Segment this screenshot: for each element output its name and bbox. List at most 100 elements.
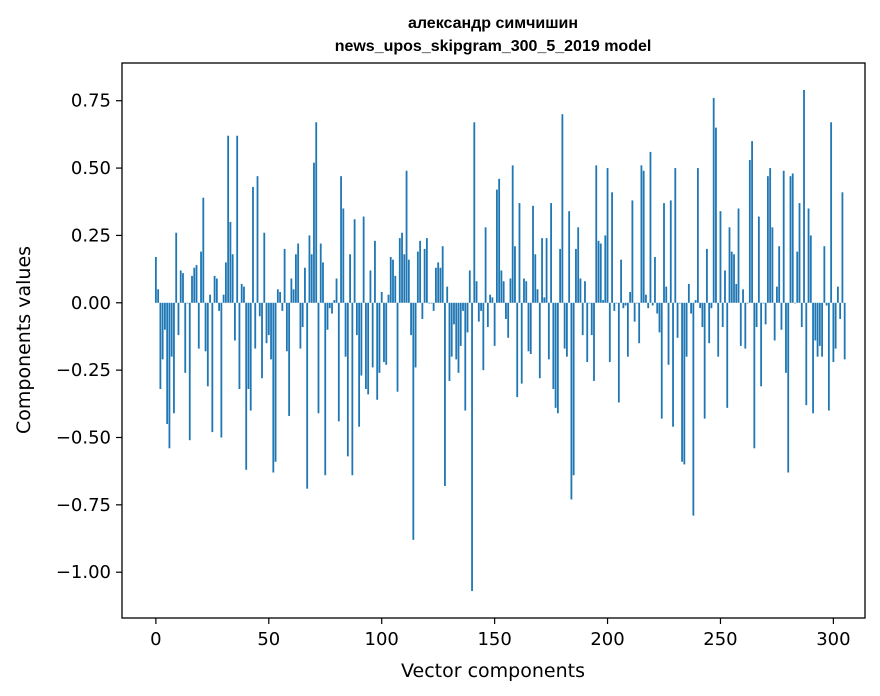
bar-268 <box>760 302 763 387</box>
bar-60 <box>290 278 293 303</box>
bar-135 <box>459 302 462 346</box>
bar-118 <box>421 302 424 319</box>
bar-85 <box>346 302 349 457</box>
x-tick-label: 200 <box>590 629 624 650</box>
bar-168 <box>534 254 537 303</box>
bar-100 <box>380 292 383 303</box>
bar-299 <box>830 122 833 303</box>
bar-28 <box>218 302 221 311</box>
bar-204 <box>615 302 618 304</box>
bar-38 <box>240 283 243 303</box>
bar-83 <box>342 208 345 303</box>
bar-186 <box>575 248 577 303</box>
bar-54 <box>276 289 279 303</box>
bar-68 <box>308 235 311 303</box>
bar-148 <box>489 294 492 303</box>
y-axis-label: Components values <box>13 246 35 434</box>
bar-263 <box>748 159 751 303</box>
bar-167 <box>532 205 534 303</box>
bar-270 <box>764 302 767 325</box>
bar-79 <box>333 300 336 303</box>
bar-278 <box>782 170 785 303</box>
bar-175 <box>550 203 552 303</box>
bar-121 <box>428 302 431 304</box>
x-tick-label: 250 <box>703 629 737 650</box>
bar-219 <box>649 151 652 303</box>
bar-176 <box>552 302 555 389</box>
bar-255 <box>730 251 733 303</box>
bar-202 <box>611 192 613 303</box>
bar-251 <box>721 302 724 328</box>
bar-101 <box>383 302 385 363</box>
bar-22 <box>204 302 207 352</box>
bar-119 <box>423 248 426 303</box>
bar-99 <box>378 302 381 373</box>
bar-113 <box>410 302 412 336</box>
bar-279 <box>785 302 787 373</box>
bar-16 <box>191 275 193 303</box>
chart-title: александр симчишин <box>408 15 578 32</box>
bar-150 <box>493 302 496 346</box>
bar-131 <box>450 302 453 357</box>
bar-295 <box>821 302 823 357</box>
bar-41 <box>247 302 250 389</box>
bar-223 <box>658 302 661 333</box>
bar-69 <box>310 254 313 303</box>
bar-239 <box>694 300 697 303</box>
bar-127 <box>441 246 444 303</box>
bar-179 <box>559 248 562 303</box>
bar-166 <box>529 302 532 354</box>
bar-102 <box>385 302 388 365</box>
bar-55 <box>279 292 281 303</box>
bar-195 <box>595 165 598 303</box>
bar-267 <box>757 216 760 303</box>
bar-238 <box>692 302 695 516</box>
bar-155 <box>505 302 507 319</box>
bar-245 <box>708 302 711 344</box>
bar-12 <box>182 273 184 303</box>
bar-190 <box>584 281 586 303</box>
bar-290 <box>809 235 812 303</box>
bar-116 <box>416 251 419 303</box>
bar-281 <box>789 176 792 303</box>
bar-139 <box>468 270 471 303</box>
bar-93 <box>364 302 367 389</box>
bar-7 <box>170 302 173 357</box>
bar-106 <box>394 275 397 303</box>
bar-173 <box>545 238 548 303</box>
bar-226 <box>665 286 668 303</box>
bar-189 <box>581 302 584 336</box>
bar-3 <box>161 302 164 360</box>
bar-61 <box>292 289 295 303</box>
bar-301 <box>834 302 837 349</box>
bar-156 <box>507 302 510 338</box>
bar-224 <box>660 302 663 419</box>
bar-20 <box>200 251 202 303</box>
bar-200 <box>606 168 609 303</box>
bar-240 <box>696 168 699 303</box>
bar-271 <box>766 176 769 303</box>
bar-35 <box>234 302 236 341</box>
y-tick-label: 0.00 <box>71 293 111 314</box>
bar-249 <box>717 302 720 357</box>
bar-161 <box>518 203 521 303</box>
bar-137 <box>464 302 467 411</box>
bar-237 <box>690 302 693 314</box>
bar-57 <box>283 248 286 303</box>
bar-133 <box>455 302 458 360</box>
bar-185 <box>572 302 575 476</box>
bar-234 <box>683 302 686 465</box>
bar-94 <box>367 302 370 395</box>
x-tick-label: 0 <box>150 629 161 650</box>
bar-126 <box>439 267 442 303</box>
bar-50 <box>267 302 270 336</box>
bar-77 <box>328 302 331 309</box>
bar-43 <box>252 186 254 303</box>
bar-114 <box>412 302 415 540</box>
bar-32 <box>227 135 230 303</box>
bar-207 <box>622 302 625 309</box>
bar-181 <box>563 302 566 349</box>
bar-29 <box>220 302 223 438</box>
bar-228 <box>669 200 672 303</box>
